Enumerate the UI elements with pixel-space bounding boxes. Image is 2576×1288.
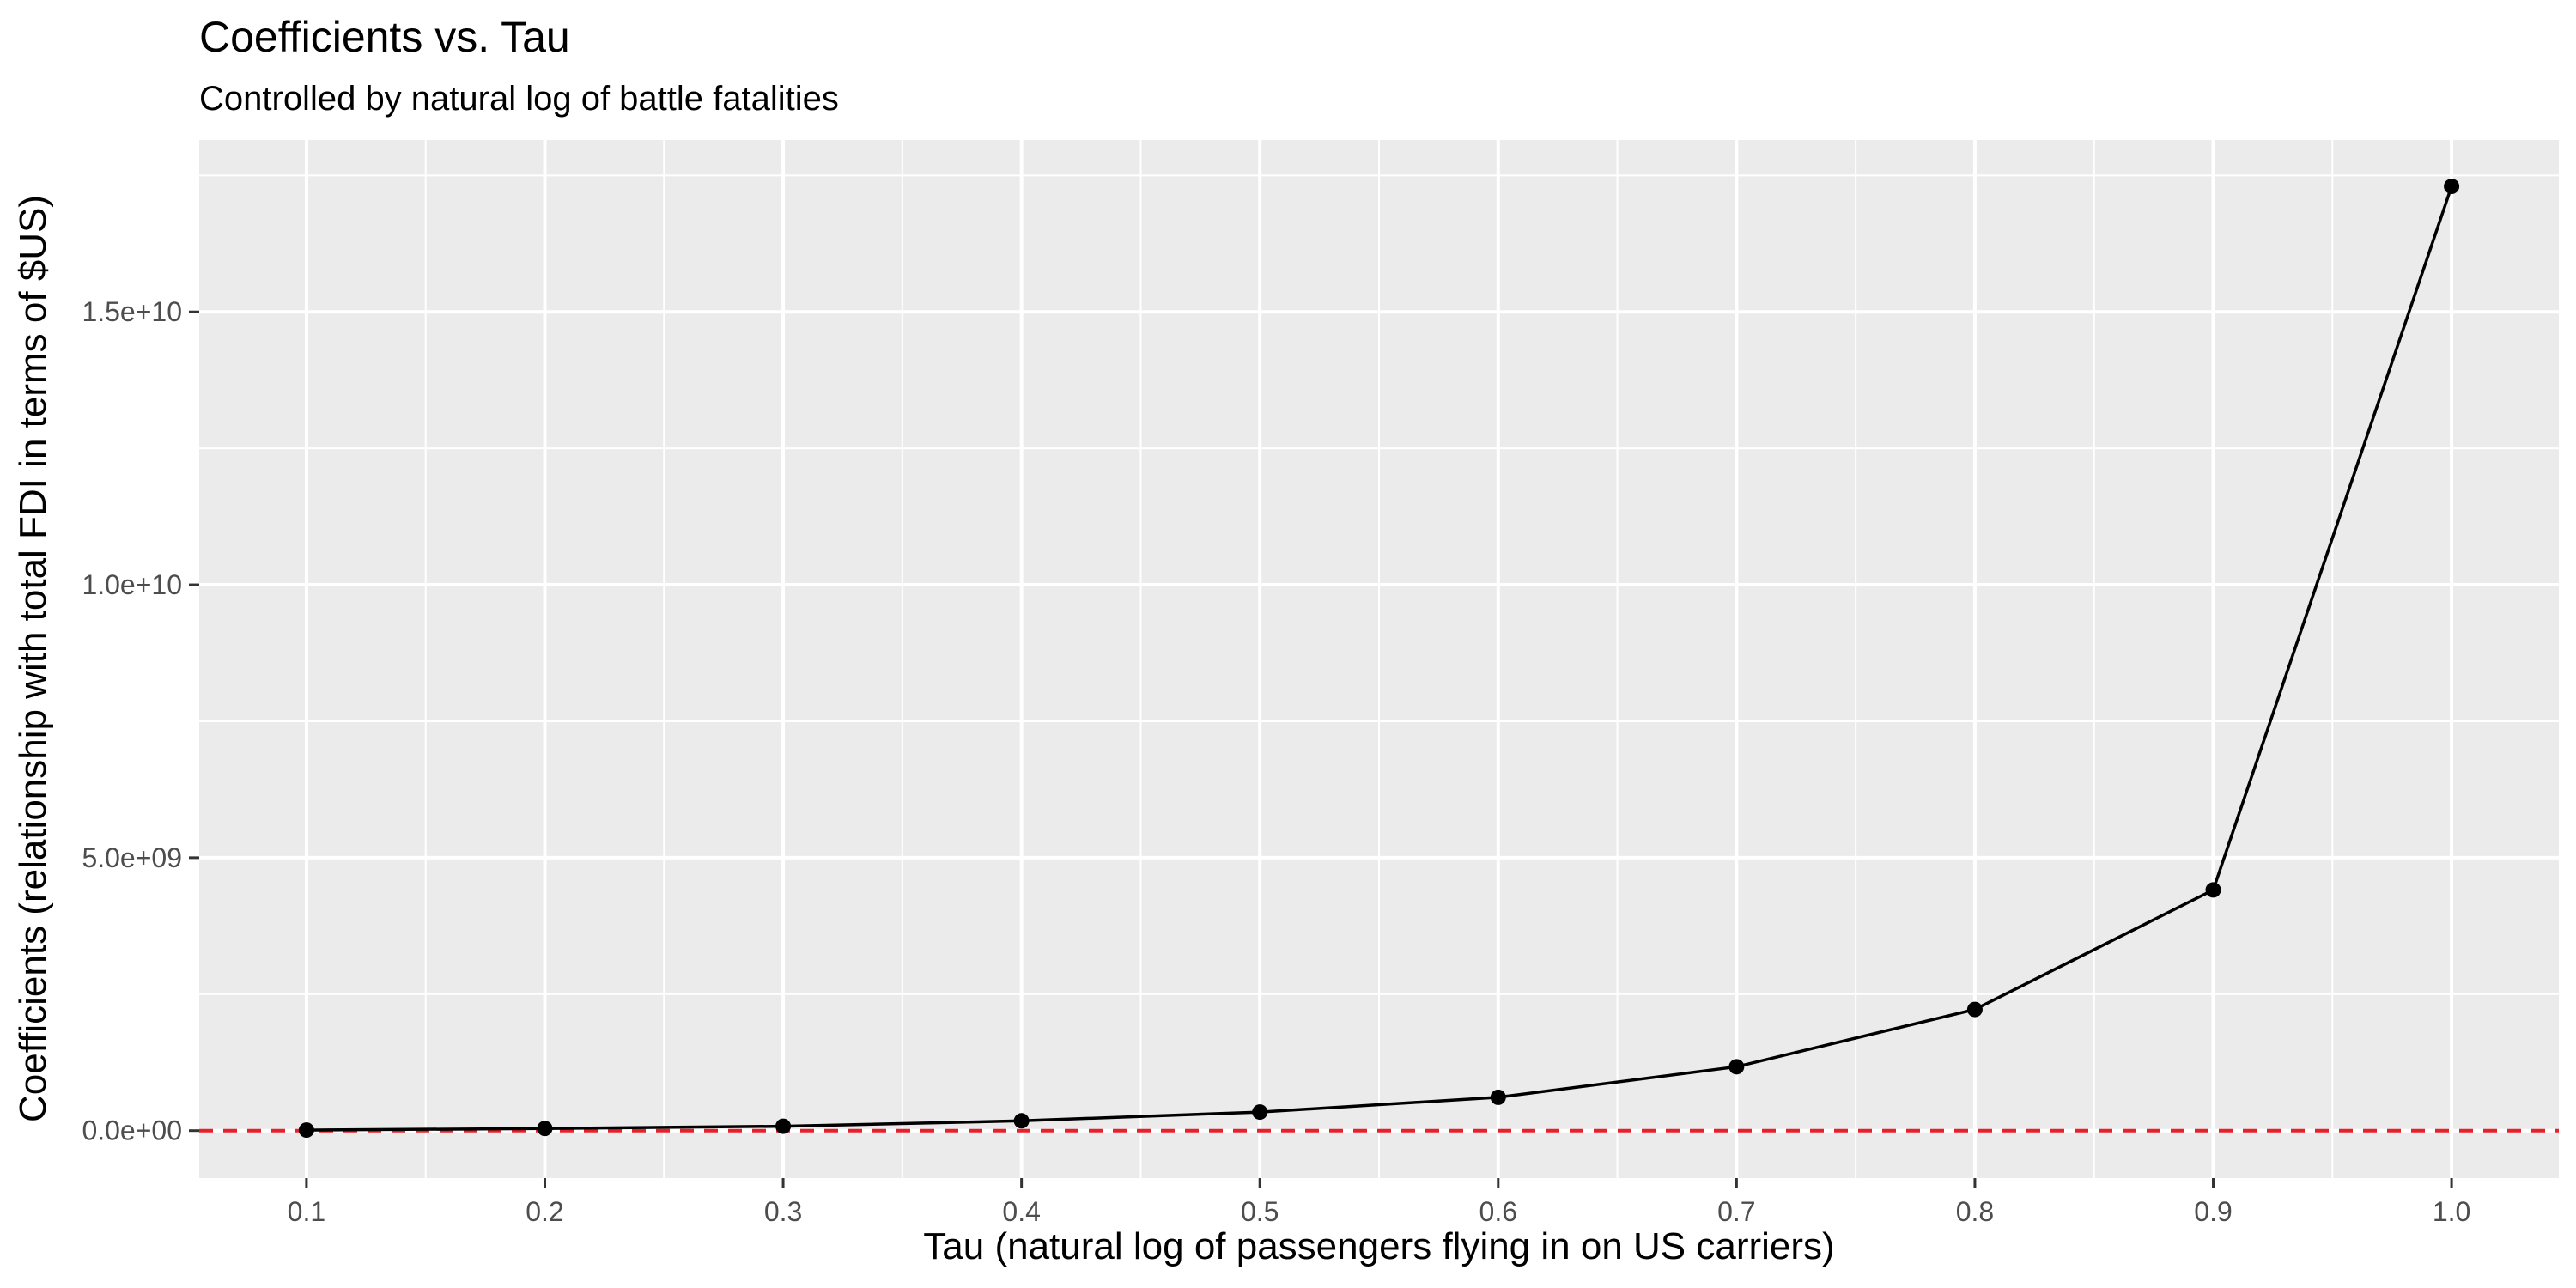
y-axis-title: Coefficients (relationship with total FD…: [12, 195, 54, 1122]
y-tick-label: 1.5e+10: [82, 296, 182, 327]
data-points: [298, 179, 2460, 1139]
data-point: [1013, 1113, 1030, 1129]
x-tick-label: 0.4: [1002, 1196, 1040, 1227]
y-tick-label: 0.0e+00: [82, 1115, 182, 1146]
x-tick-label: 1.0: [2433, 1196, 2470, 1227]
series-line: [306, 185, 2453, 1132]
x-tick-label: 0.7: [1717, 1196, 1755, 1227]
data-point: [2444, 179, 2460, 195]
x-axis: 0.1 0.2 0.3 0.4 0.5 0.6 0.7 0.8 0.9 1.0: [288, 1178, 2470, 1227]
data-point: [537, 1121, 553, 1137]
x-tick-label: 0.2: [526, 1196, 563, 1227]
x-tick-label: 0.6: [1479, 1196, 1517, 1227]
y-axis: 0.0e+00 5.0e+09 1.0e+10 1.5e+10: [82, 296, 199, 1146]
x-tick-label: 0.5: [1241, 1196, 1279, 1227]
data-point: [1966, 1001, 1983, 1018]
data-point: [2205, 882, 2221, 898]
data-point: [1252, 1104, 1268, 1121]
chart-title: Coefficients vs. Tau: [199, 13, 570, 61]
x-tick-label: 0.1: [288, 1196, 325, 1227]
chart-subtitle: Controlled by natural log of battle fata…: [199, 80, 839, 118]
data-point: [1728, 1059, 1745, 1075]
data-point: [298, 1122, 314, 1139]
x-tick-label: 0.8: [1956, 1196, 1994, 1227]
y-tick-label: 1.0e+10: [82, 569, 182, 600]
y-tick-label: 5.0e+09: [82, 842, 182, 873]
data-point: [775, 1118, 792, 1134]
x-tick-label: 0.9: [2194, 1196, 2232, 1227]
x-axis-title: Tau (natural log of passengers flying in…: [923, 1225, 1834, 1267]
x-tick-label: 0.3: [764, 1196, 802, 1227]
data-point: [1490, 1089, 1506, 1105]
